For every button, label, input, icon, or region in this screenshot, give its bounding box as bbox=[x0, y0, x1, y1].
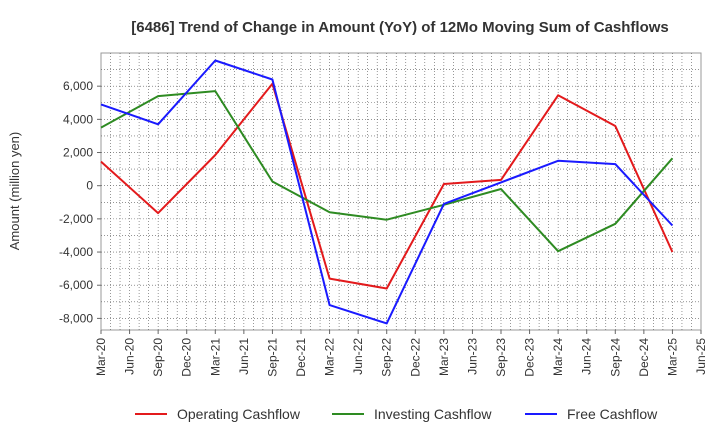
legend: Operating Cashflow Investing Cashflow Free… bbox=[135, 406, 658, 422]
x-tick-label: Jun-20 bbox=[123, 338, 137, 375]
x-tick-label: Sep-21 bbox=[265, 338, 279, 377]
y-axis-ticks: -8,000 -6,000 -4,000 -2,000 0 2,000 4,000 6,000 bbox=[59, 79, 101, 325]
y-tick-label: -2,000 bbox=[59, 212, 93, 226]
x-axis-ticks: Mar-20 Jun-20 Sep-20 Dec-20 Mar-21 Jun-21 Sep-… bbox=[94, 330, 708, 377]
y-tick-label: 4,000 bbox=[63, 112, 93, 126]
x-tick-label: Dec-24 bbox=[637, 338, 651, 377]
free-cashflow-line bbox=[100, 59, 674, 325]
x-tick-label: Jun-21 bbox=[237, 338, 251, 375]
y-tick-label: -8,000 bbox=[59, 311, 93, 325]
x-tick-label: Sep-23 bbox=[494, 338, 508, 377]
x-tick-label: Mar-22 bbox=[323, 338, 337, 376]
x-tick-label: Dec-23 bbox=[523, 338, 537, 377]
legend-label-operating-cashflow: Operating Cashflow bbox=[177, 406, 301, 422]
x-tick-label: Mar-24 bbox=[551, 338, 565, 376]
y-tick-label: -6,000 bbox=[59, 278, 93, 292]
x-tick-label: Dec-21 bbox=[294, 338, 308, 377]
x-tick-label: Sep-24 bbox=[608, 338, 622, 377]
y-tick-label: -4,000 bbox=[59, 245, 93, 259]
x-tick-label: Sep-22 bbox=[380, 338, 394, 377]
y-tick-label: 2,000 bbox=[63, 146, 93, 160]
y-axis-label: Amount (million yen) bbox=[7, 132, 22, 251]
x-tick-label: Mar-25 bbox=[665, 338, 679, 376]
x-tick-label: Dec-20 bbox=[180, 338, 194, 377]
x-tick-label: Sep-20 bbox=[151, 338, 165, 377]
x-tick-label: Jun-25 bbox=[694, 338, 708, 375]
operating-cashflow-line bbox=[100, 82, 674, 290]
x-tick-label: Jun-23 bbox=[465, 338, 479, 375]
investing-cashflow-line bbox=[100, 90, 674, 253]
legend-label-free-cashflow: Free Cashflow bbox=[567, 406, 658, 422]
x-tick-label: Mar-21 bbox=[208, 338, 222, 376]
grid-lines bbox=[101, 53, 701, 330]
x-tick-label: Mar-20 bbox=[94, 338, 108, 376]
chart-title: [6486] Trend of Change in Amount (YoY) o… bbox=[131, 19, 669, 36]
y-tick-label: 0 bbox=[86, 179, 93, 193]
y-tick-label: 6,000 bbox=[63, 79, 93, 93]
legend-label-investing-cashflow: Investing Cashflow bbox=[374, 406, 492, 422]
x-tick-label: Dec-22 bbox=[408, 338, 422, 377]
plot-area bbox=[100, 52, 702, 331]
x-tick-label: Jun-24 bbox=[580, 338, 594, 375]
x-tick-label: Jun-22 bbox=[351, 338, 365, 375]
x-tick-label: Mar-23 bbox=[437, 338, 451, 376]
series-lines bbox=[100, 59, 674, 325]
